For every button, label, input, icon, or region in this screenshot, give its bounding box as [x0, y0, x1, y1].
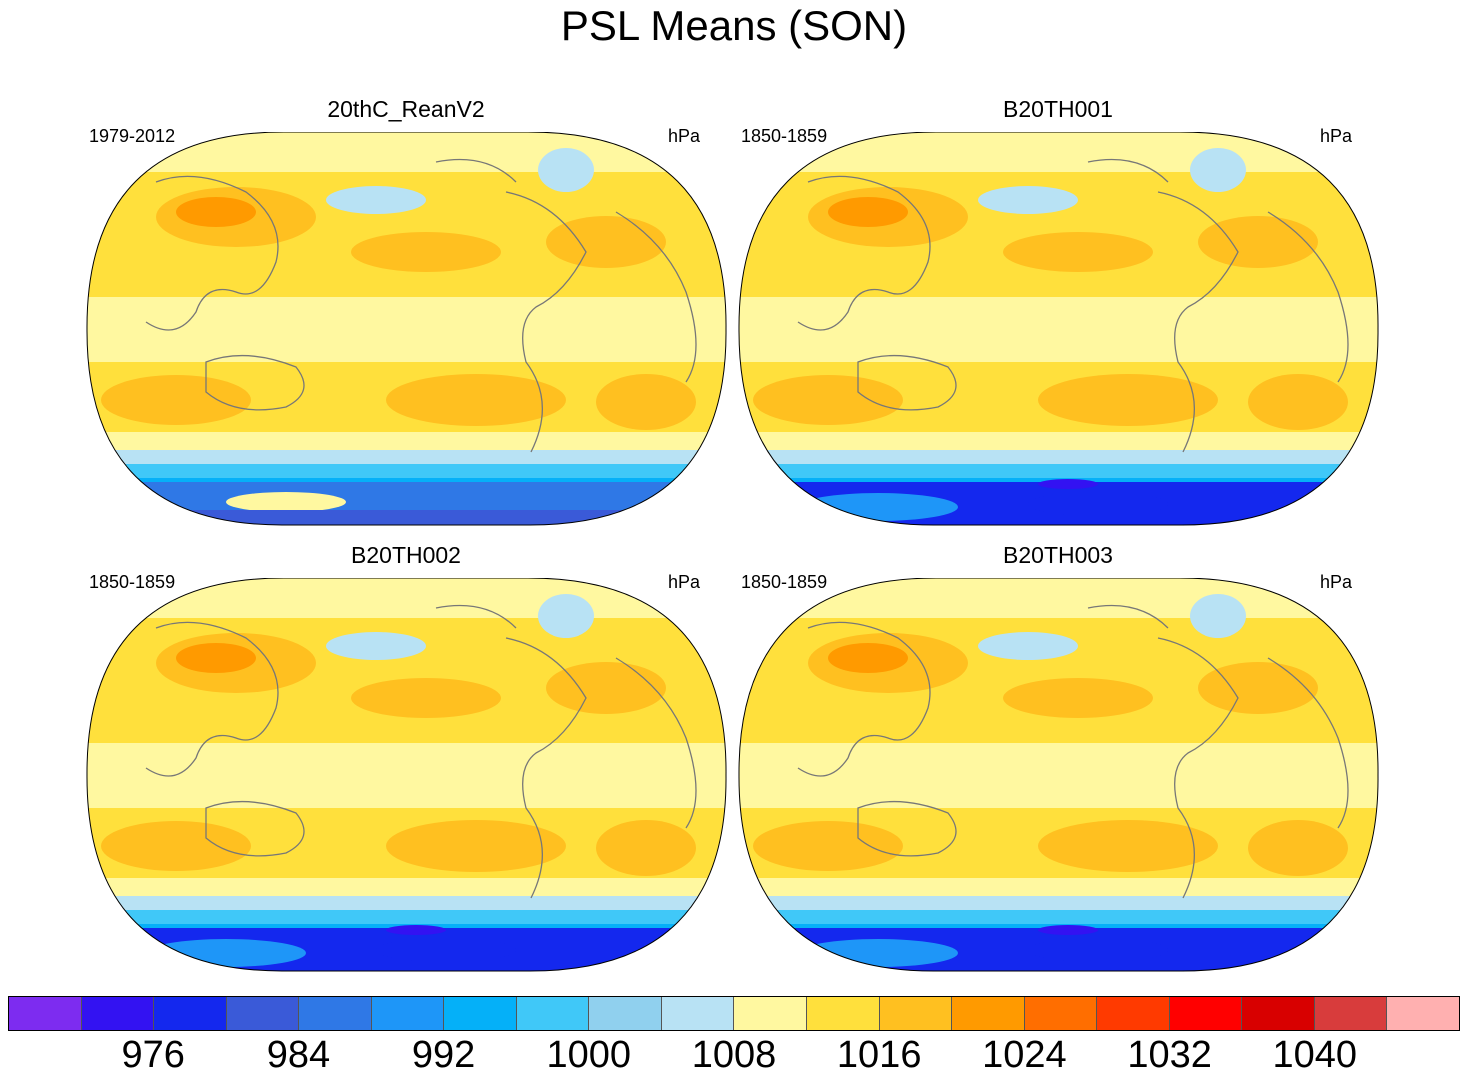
colorbar-label: 1032: [1127, 1034, 1212, 1076]
panel-title: B20TH002: [351, 542, 461, 568]
colorbar-label: 1000: [546, 1034, 632, 1076]
colorbar-swatch: [226, 997, 300, 1030]
panel-period: 1850-1859: [741, 126, 828, 146]
colorbar-swatch: [589, 997, 662, 1030]
colorbar-swatch: [1387, 997, 1459, 1030]
colorbar-swatch: [516, 997, 590, 1030]
colorbar-label: 1016: [836, 1034, 922, 1076]
panel-period: 1979-2012: [89, 126, 176, 146]
colorbar-label: 992: [411, 1034, 476, 1076]
colorbar-swatch: [661, 997, 735, 1030]
colorbar-label: 1040: [1272, 1034, 1358, 1076]
panel-title: 20thC_ReanV2: [327, 96, 485, 122]
map-panel: B20TH003 1850-1859 hPa: [738, 542, 1388, 982]
colorbar-label: 1024: [982, 1034, 1067, 1076]
panel-title: B20TH001: [1003, 96, 1113, 122]
colorbar-swatch: [299, 997, 372, 1030]
panel-period: 1850-1859: [89, 572, 176, 592]
panel-units: hPa: [1319, 572, 1352, 592]
map-plot: [738, 132, 1379, 526]
colorbar-swatch: [1097, 997, 1170, 1030]
colorbar-swatch: [1169, 997, 1243, 1030]
panel-period: 1850-1859: [741, 572, 828, 592]
colorbar-label: 976: [121, 1034, 185, 1076]
colorbar-swatch: [952, 997, 1025, 1030]
colorbar-swatch: [879, 997, 953, 1030]
map-panel: B20TH002 1850-1859 hPa: [86, 542, 736, 982]
colorbar-swatch: [371, 997, 445, 1030]
panel-units: hPa: [1319, 126, 1352, 146]
colorbar-swatch: [1024, 997, 1098, 1030]
map-plot: [738, 578, 1379, 972]
colorbar-label: 984: [266, 1034, 331, 1076]
panel-units: hPa: [667, 572, 700, 592]
colorbar-swatch: [444, 997, 517, 1030]
map-plot: [86, 132, 727, 526]
colorbar-swatch: [807, 997, 880, 1030]
colorbar-swatch: [1314, 997, 1388, 1030]
map-plot: [86, 578, 727, 972]
panel-title: B20TH003: [1003, 542, 1113, 568]
figure-title: PSL Means (SON): [560, 2, 908, 49]
colorbar-swatch: [1242, 997, 1315, 1030]
colorbar-swatch: [154, 997, 227, 1030]
colorbar-swatch: [734, 997, 808, 1030]
colorbar-label: 1008: [691, 1034, 777, 1076]
colorbar: [8, 996, 1460, 1031]
colorbar-swatch: [9, 997, 82, 1030]
panel-units: hPa: [667, 126, 700, 146]
map-panel: 20thC_ReanV2 1979-2012 hPa: [86, 96, 736, 536]
colorbar-swatch: [81, 997, 155, 1030]
map-panel: B20TH001 1850-1859 hPa: [738, 96, 1388, 536]
